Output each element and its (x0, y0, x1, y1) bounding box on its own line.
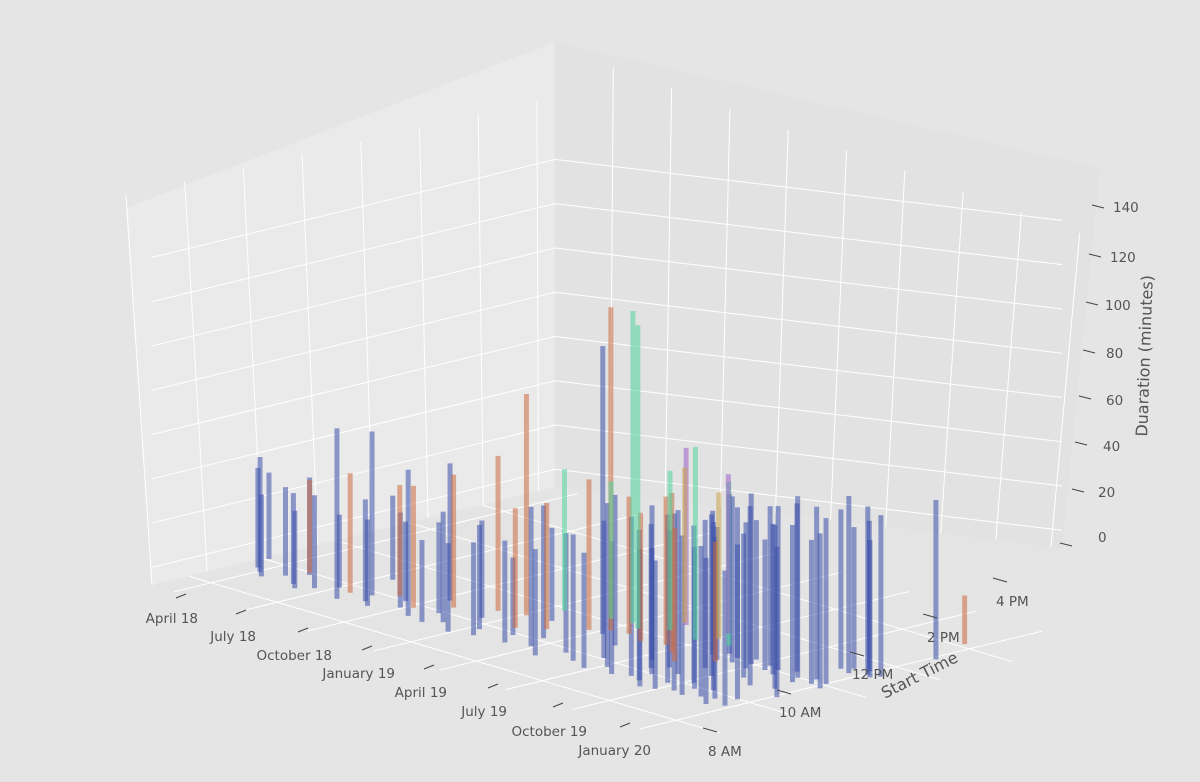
tick-mark (1078, 395, 1092, 400)
x-tick-label: April 18 (146, 611, 198, 627)
y-tick-labels: 8 AM 10 AM 12 PM 2 PM 4 PM (708, 594, 1029, 760)
tick-mark (1085, 301, 1099, 306)
z-gridline (151, 380, 556, 480)
y-tick-label: 2 PM (927, 630, 960, 646)
tick-mark (423, 664, 435, 670)
tick-mark (1091, 204, 1105, 209)
z-gridline (151, 424, 556, 524)
z-gridline (151, 158, 556, 258)
wall-gridline (774, 129, 789, 514)
wall-gridline (995, 212, 1022, 541)
bars-group (255, 307, 968, 706)
y-tick-label: 12 PM (852, 667, 893, 683)
tick-mark (487, 683, 499, 689)
z-tick-labels: 0 20 40 60 80 100 120 140 (1098, 200, 1139, 546)
z-tick-label: 40 (1103, 439, 1120, 455)
wall-gridline (830, 150, 848, 521)
tick-mark (1059, 542, 1073, 547)
wall-gridline (1050, 232, 1081, 547)
x-gridline (174, 493, 578, 593)
wall-gridline (419, 127, 429, 518)
wall-gridline (477, 114, 484, 505)
x-tick-label: January 20 (577, 743, 651, 759)
z-tick-label: 120 (1110, 250, 1136, 266)
tick-mark (992, 577, 1008, 583)
z-tick-label: 140 (1113, 200, 1139, 216)
wall-gridline (940, 191, 964, 534)
z-gridline (554, 203, 1063, 266)
ticks-group (175, 204, 1105, 733)
tick-mark (849, 651, 865, 657)
tick-mark (619, 722, 631, 728)
z-gridline (151, 335, 556, 435)
y-tick-label: 8 AM (708, 744, 742, 760)
tick-mark (552, 702, 564, 708)
x-tick-label: October 18 (257, 648, 333, 664)
tick-mark (1082, 349, 1096, 354)
z-tick-label: 60 (1106, 393, 1123, 409)
wall-gridline (719, 108, 731, 507)
z-gridline (151, 291, 556, 391)
x-gridline (639, 630, 1043, 730)
tick-mark (235, 609, 247, 615)
x-gridline (307, 532, 711, 632)
tick-mark (297, 627, 309, 633)
x-tick-label: April 19 (395, 685, 447, 701)
z-tick-label: 0 (1098, 530, 1107, 546)
x-tick-labels: April 18 July 18 October 18 January 19 A… (146, 611, 651, 759)
wall-gridline (664, 88, 673, 501)
tick-mark (1074, 441, 1088, 446)
left-pane (126, 42, 555, 585)
tick-mark (922, 613, 938, 619)
tick-mark (702, 727, 718, 733)
right-pane (555, 42, 1100, 548)
z-tick-label: 20 (1098, 485, 1115, 501)
wall-gridline (536, 101, 539, 492)
wall-gridline (301, 154, 319, 545)
x-tick-label: July 18 (209, 629, 256, 645)
z-tick-label: 100 (1105, 298, 1131, 314)
tick-mark (776, 689, 792, 695)
z-gridline (554, 291, 1063, 354)
y-tick-label: 4 PM (996, 594, 1029, 610)
wall-gridline (184, 181, 208, 572)
y-tick-label: 10 AM (779, 705, 821, 721)
x-tick-label: October 19 (512, 724, 588, 740)
z-gridline (554, 158, 1063, 221)
tick-mark (1088, 253, 1102, 258)
tick-mark (1071, 488, 1085, 493)
x-tick-label: January 19 (321, 666, 395, 682)
z-gridline (554, 247, 1063, 310)
z-tick-label: 80 (1106, 346, 1123, 362)
x-tick-label: July 19 (460, 704, 507, 720)
wall-gridline (885, 170, 906, 527)
tick-mark (361, 645, 373, 651)
tick-mark (175, 593, 187, 599)
z-gridline (151, 247, 556, 347)
z-gridline (151, 468, 556, 568)
wall-gridline (125, 194, 153, 586)
y-gridline (188, 575, 720, 734)
z-gridline (151, 203, 556, 303)
